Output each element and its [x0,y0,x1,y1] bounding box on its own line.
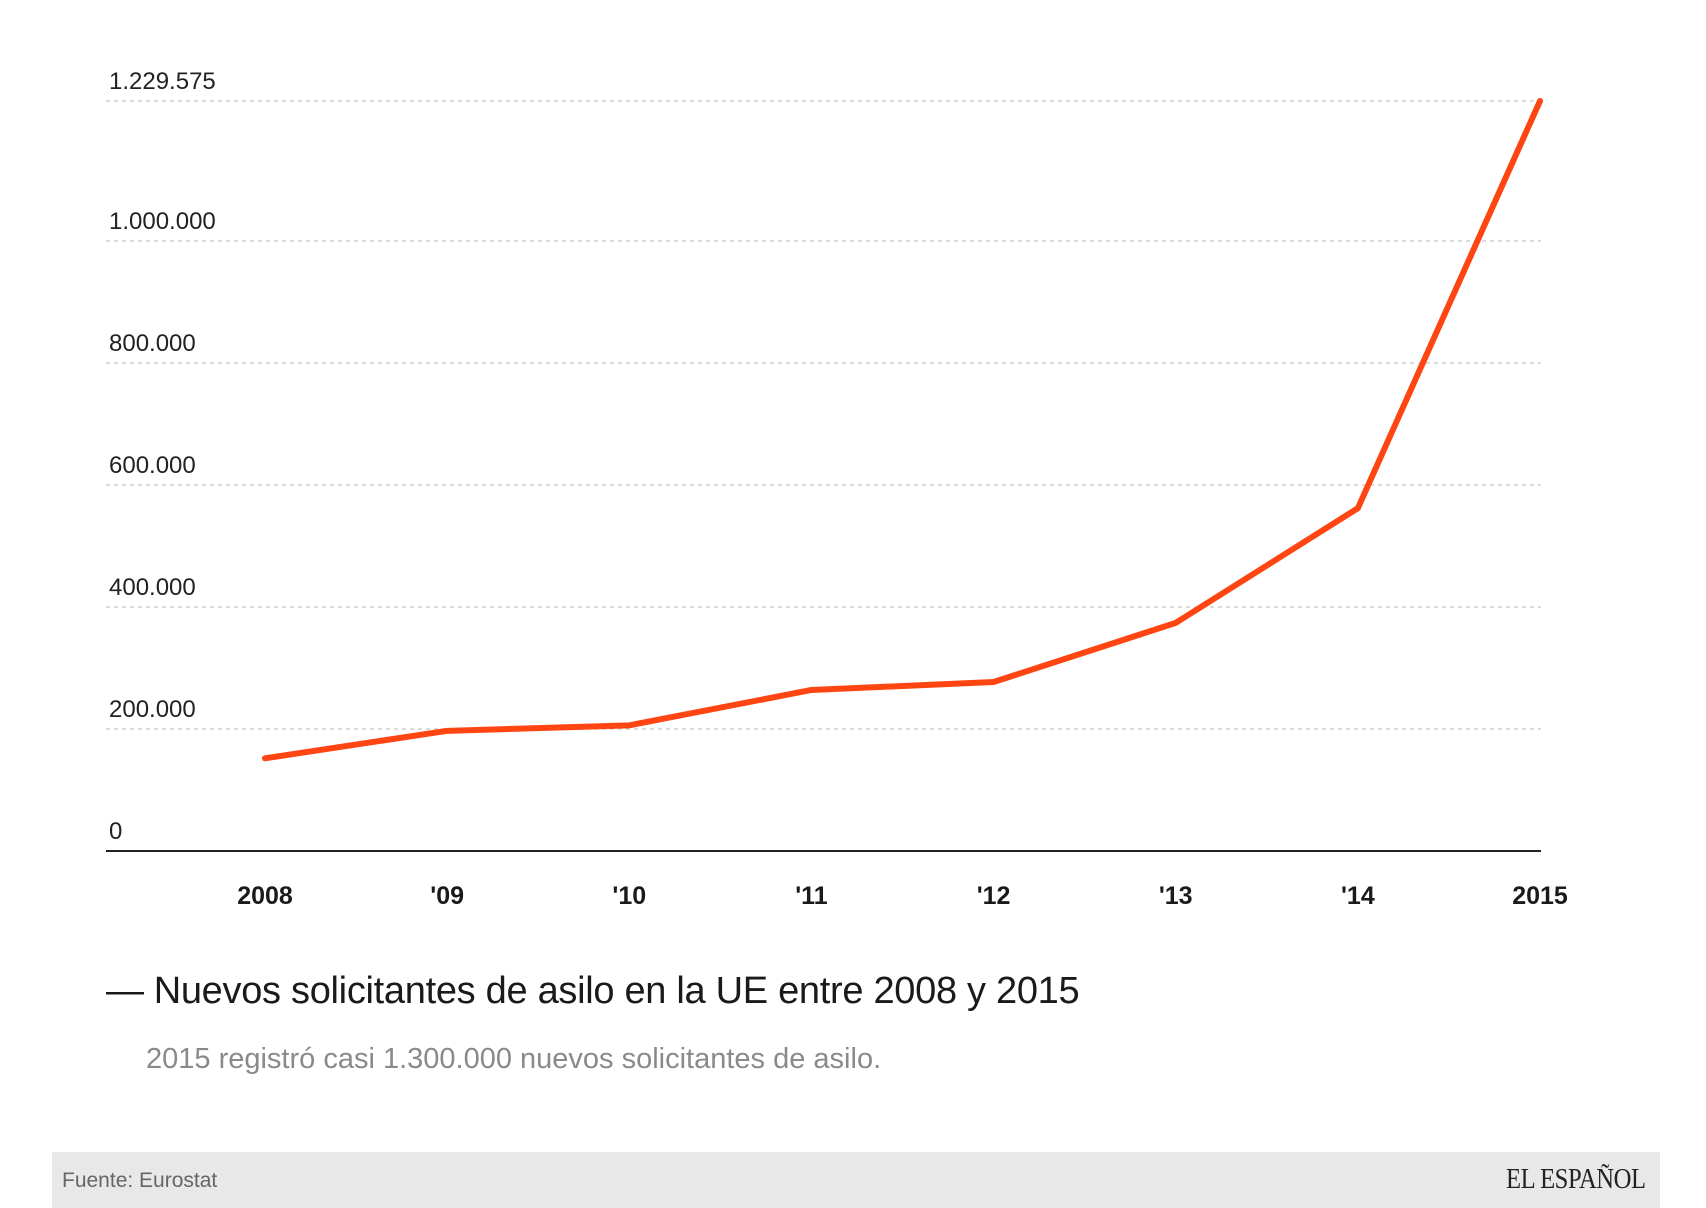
x-tick-label: '10 [612,882,646,910]
source-text: Fuente: Eurostat [62,1169,218,1192]
x-tick-label: '11 [795,882,827,910]
x-tick-label: 2008 [237,882,293,910]
chart-title-block: — Nuevos solicitantes de asilo en la UE e… [106,970,1080,1013]
y-tick-label: 0 [109,818,122,845]
data-point [264,757,266,759]
y-tick-label: 800.000 [109,330,196,357]
x-tick-label: '14 [1341,882,1375,910]
y-tick-label: 200.000 [109,696,196,723]
publisher-logo: EL ESPAÑOL [1506,1164,1646,1195]
x-tick-label: 2015 [1512,882,1568,910]
y-tick-label: 1.229.575 [109,68,216,95]
x-axis-ticks: 2008 '09 '10 '11 '12 '13 '14 2015 [237,882,1568,910]
data-point [446,730,448,732]
y-axis-ticks: 0 200.000 400.000 600.000 800.000 1.000.000 1.… [109,68,216,845]
x-tick-label: '12 [977,882,1011,910]
x-tick-label: '09 [430,882,464,910]
data-point [993,681,995,683]
y-tick-label: 1.000.000 [109,208,216,235]
footer-bar: Fuente: Eurostat EL ESPAÑOL [52,1152,1660,1208]
series-line [262,98,1543,762]
data-point [1175,622,1177,624]
chart: 0 200.000 400.000 600.000 800.000 1.000.000 1.… [106,68,1568,910]
chart-title-text: Nuevos solicitantes de asilo en la UE en… [153,970,1080,1012]
data-point [1357,507,1359,509]
chart-subtitle: 2015 registró casi 1.300.000 nuevos soli… [146,1043,882,1075]
series [262,98,1543,762]
y-tick-label: 400.000 [109,574,196,601]
chart-title: — Nuevos solicitantes de asilo en la UE e… [106,970,1080,1013]
title-dash: — [106,970,144,1012]
data-point [628,724,630,726]
y-tick-label: 600.000 [109,452,196,479]
data-point [810,689,812,691]
x-tick-label: '13 [1159,882,1193,910]
grid-lines [106,100,1541,730]
data-point [1539,100,1541,102]
